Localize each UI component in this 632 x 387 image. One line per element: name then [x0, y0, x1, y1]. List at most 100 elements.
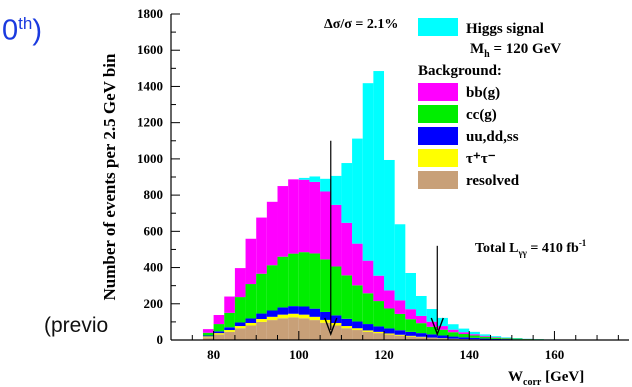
bar-series-4-bin-8 — [288, 179, 299, 254]
luminosity-annotation: Total Lγγ = 410 fb-1 — [475, 238, 587, 258]
bar-series-4-bin-9 — [298, 179, 310, 253]
bar-series-5-bin-16 — [373, 71, 385, 276]
x-tick-label-2: 120 — [374, 347, 394, 362]
bar-series-5-bin-14 — [352, 138, 363, 244]
legend-swatch-higgs-signal — [418, 18, 458, 36]
bar-series-4-bin-19 — [405, 309, 416, 320]
bar-series-1-bin-20 — [415, 336, 427, 338]
bar-series-2-bin-24 — [458, 337, 470, 340]
bar-series-5-bin-19 — [405, 272, 416, 310]
bar-series-4-bin-10 — [309, 181, 321, 254]
bar-series-1-bin-16 — [373, 331, 385, 334]
bar-series-0-bin-4 — [245, 325, 257, 340]
bar-series-3-bin-23 — [447, 332, 459, 337]
bar-series-0-bin-8 — [288, 317, 299, 340]
bar-series-1-bin-3 — [234, 326, 246, 329]
y-tick-label-6: 1200 — [137, 115, 163, 130]
bar-series-4-bin-15 — [362, 260, 374, 294]
bar-series-4-bin-20 — [415, 315, 427, 324]
bar-series-0-bin-21 — [426, 338, 438, 340]
bar-series-4-bin-12 — [330, 204, 342, 267]
legend-swatch-bb — [418, 83, 458, 101]
bar-series-3-bin-2 — [224, 312, 235, 328]
bar-series-0-bin-12 — [330, 325, 342, 340]
y-tick-label-1: 200 — [144, 296, 164, 311]
stacked-histogram-chart: 0 200 400 600 800 1000 1200 1400 1600 1800 80 100 1… — [100, 6, 629, 387]
bar-series-5-bin-26 — [479, 334, 491, 336]
bar-series-4-bin-24 — [458, 332, 470, 335]
bar-series-3-bin-21 — [426, 326, 438, 335]
x-tick-label-4: 160 — [545, 347, 565, 362]
legend-label-higgs-signal: Higgs signal — [466, 21, 544, 37]
bar-series-2-bin-22 — [437, 335, 448, 339]
bar-series-3-bin-13 — [341, 275, 353, 319]
bar-series-4-bin-25 — [469, 334, 480, 336]
bar-series-2-bin-1 — [213, 331, 225, 334]
y-tick-label-8: 1600 — [137, 42, 163, 57]
legend-swatch-cc — [418, 105, 458, 123]
bar-series-2-bin-11 — [320, 311, 331, 320]
bar-series-1-bin-10 — [309, 316, 321, 321]
bar-series-4-bin-17 — [384, 290, 395, 309]
bar-series-5-bin-13 — [341, 163, 353, 223]
bar-series-1-bin-1 — [213, 333, 225, 335]
bar-series-4-bin-6 — [266, 201, 278, 266]
bar-series-3-bin-17 — [384, 308, 395, 329]
bar-series-2-bin-23 — [447, 336, 459, 339]
bar-series-2-bin-27 — [490, 338, 502, 340]
legend-label-light-quarks: uu,dd,ss — [466, 129, 519, 145]
bar-series-3-bin-20 — [415, 323, 427, 334]
y-tick-label-0: 0 — [157, 332, 164, 347]
y-axis-label: Number of events per 2.5 GeV bin — [100, 53, 119, 301]
bar-series-5-bin-20 — [415, 295, 427, 316]
bar-series-3-bin-24 — [458, 334, 470, 338]
legend-background-header: Background: — [418, 63, 502, 79]
bar-series-1-bin-12 — [330, 322, 342, 326]
y-tick-label-7: 1400 — [137, 78, 163, 93]
legend-swatch-resolved — [418, 171, 458, 189]
resolution-annotation: Δσ/σ = 2.1% — [324, 17, 398, 32]
x-axis-label: Wcorr [GeV] — [508, 369, 584, 387]
bar-series-1-bin-13 — [341, 326, 353, 329]
bar-series-1-bin-8 — [288, 313, 299, 318]
bar-series-2-bin-18 — [394, 330, 406, 335]
bar-series-1-bin-2 — [224, 330, 235, 332]
bar-series-1-bin-7 — [277, 314, 289, 319]
bar-series-4-bin-4 — [245, 238, 257, 285]
bar-series-3-bin-29 — [511, 338, 523, 340]
bar-series-4-bin-23 — [447, 329, 459, 333]
legend-label-resolved: resolved — [466, 173, 520, 189]
bar-series-2-bin-16 — [373, 326, 385, 332]
bar-series-2-bin-2 — [224, 327, 235, 331]
legend-swatch-tautau — [418, 149, 458, 167]
bar-series-2-bin-17 — [384, 328, 395, 334]
bar-series-1-bin-6 — [266, 316, 278, 321]
bar-series-0-bin-2 — [224, 331, 235, 340]
bar-series-3-bin-28 — [501, 338, 512, 340]
legend-label-tautau: τ⁺τ⁻ — [466, 151, 496, 167]
bar-series-5-bin-24 — [458, 328, 470, 333]
bar-series-5-bin-28 — [501, 337, 512, 338]
bar-series-3-bin-25 — [469, 335, 480, 338]
bar-series-0-bin-1 — [213, 334, 225, 340]
bar-series-2-bin-6 — [266, 310, 278, 317]
bar-series-3-bin-4 — [245, 284, 257, 319]
bar-series-1-bin-19 — [405, 335, 416, 337]
window-arrows — [324, 140, 444, 336]
bar-series-2-bin-19 — [405, 331, 416, 336]
bar-series-2-bin-26 — [479, 338, 491, 340]
bar-series-1-bin-5 — [256, 318, 267, 322]
bar-series-4-bin-14 — [352, 243, 363, 286]
bar-series-5-bin-15 — [362, 83, 374, 261]
bar-series-2-bin-20 — [415, 333, 427, 337]
bar-series-3-bin-30 — [522, 339, 534, 340]
bar-series-5-bin-27 — [490, 336, 502, 338]
bar-series-3-bin-10 — [309, 253, 321, 309]
fragment-bottom-text: (previo — [44, 314, 109, 337]
bar-series-0-bin-17 — [384, 334, 395, 340]
bar-series-4-bin-1 — [213, 315, 225, 325]
bar-series-0-bin-22 — [437, 338, 448, 340]
bar-series-4-bin-18 — [394, 300, 406, 314]
bar-series-3-bin-8 — [288, 253, 299, 307]
bar-series-5-bin-10 — [309, 176, 321, 182]
